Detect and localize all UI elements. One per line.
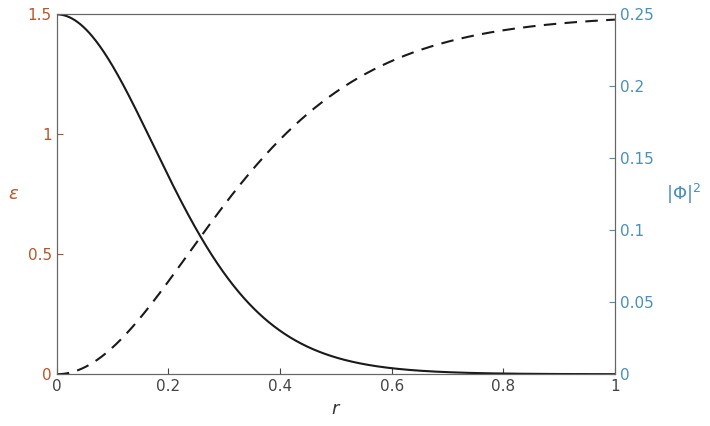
- Y-axis label: $|\Phi|^2$: $|\Phi|^2$: [667, 182, 701, 206]
- X-axis label: $r$: $r$: [331, 400, 341, 417]
- Y-axis label: $\varepsilon$: $\varepsilon$: [9, 185, 19, 203]
